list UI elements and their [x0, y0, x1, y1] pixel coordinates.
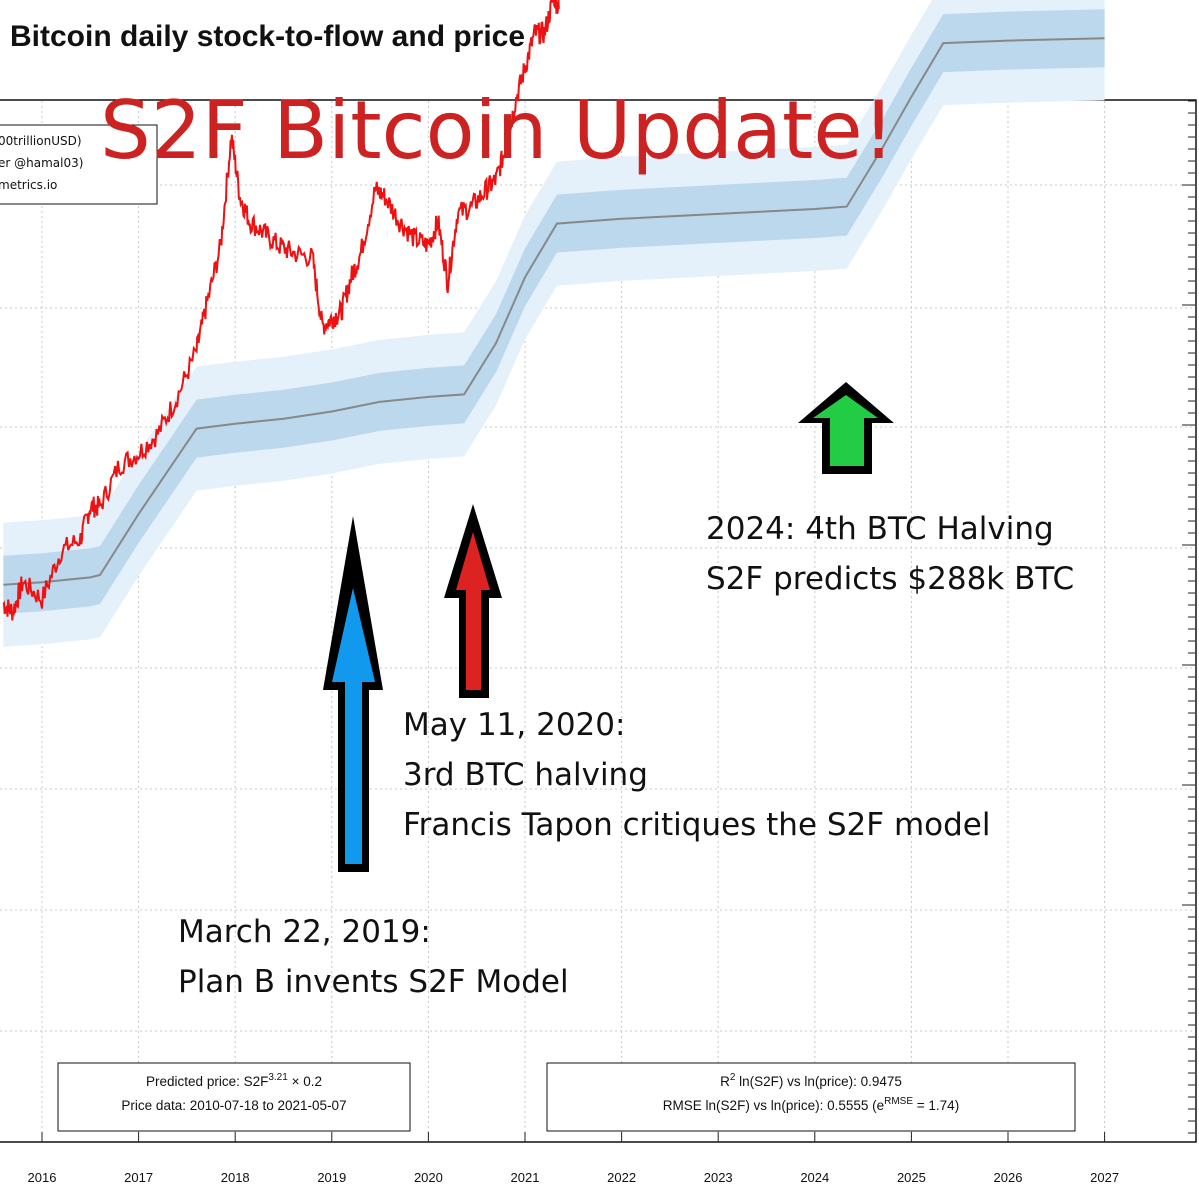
annotation-2019-line1: March 22, 2019:: [178, 914, 431, 950]
prediction-formula: Predicted price: S2F3.21 × 0.2: [146, 1072, 322, 1089]
annotation-2024-line1: 2024: 4th BTC Halving: [706, 511, 1054, 547]
x-tick-label: 2024: [800, 1170, 829, 1185]
annotation-2024-line2: S2F predicts $288k BTC: [706, 561, 1074, 597]
model-band-outer: [3, 0, 1105, 647]
x-tick-label: 2018: [221, 1170, 250, 1185]
model-series-line: [3, 37, 1105, 586]
annotation-2020-line3: Francis Tapon critiques the S2F model: [403, 807, 991, 843]
annotation-2020-line1: May 11, 2020:: [403, 707, 625, 743]
x-tick-label: 2025: [897, 1170, 926, 1185]
x-axis-ticks: 2016 2017 2018 2019 2020 2021 2022 2023 2024 2025…: [28, 1132, 1119, 1185]
x-tick-label: 2023: [704, 1170, 733, 1185]
prediction-info-box: Predicted price: S2F3.21 × 0.2 Price dat…: [57, 1062, 411, 1132]
y-axis-ticks: [1182, 100, 1195, 1134]
price-series-line: [2, 0, 560, 621]
x-tick-label: 2016: [28, 1170, 57, 1185]
x-tick-label: 2017: [124, 1170, 153, 1185]
annotation-2020-line2: 3rd BTC halving: [403, 757, 648, 793]
chart-title: Bitcoin daily stock-to-flow and price: [10, 20, 525, 53]
annotation-2019-line2: Plan B invents S2F Model: [178, 964, 569, 1000]
red-arrow-icon: [444, 504, 502, 698]
green-arrow-icon: [798, 382, 894, 474]
x-tick-label: 2021: [511, 1170, 540, 1185]
x-tick-label: 2022: [607, 1170, 636, 1185]
overlay-title: S2F Bitcoin Update!: [100, 84, 895, 177]
plot-frame: [0, 99, 1197, 1143]
legend-entry: er @hamal03): [0, 156, 83, 170]
price-data-range: Price data: 2010-07-18 to 2021-05-07: [121, 1098, 346, 1113]
x-tick-label: 2027: [1090, 1170, 1119, 1185]
x-tick-label: 2026: [994, 1170, 1023, 1185]
x-tick-label: 2020: [414, 1170, 443, 1185]
rmse-stat: RMSE ln(S2F) vs ln(price): 0.5555 (eRMSE…: [663, 1096, 959, 1113]
legend-entry: metrics.io: [0, 178, 57, 192]
legend: 00trillionUSD) er @hamal03) metrics.io: [0, 124, 158, 205]
blue-arrow-icon: [323, 516, 383, 872]
x-tick-label: 2019: [317, 1170, 346, 1185]
fit-stats-box: R2 ln(S2F) vs ln(price): 0.9475 RMSE ln(…: [546, 1062, 1076, 1132]
r-squared-stat: R2 ln(S2F) vs ln(price): 0.9475: [720, 1072, 902, 1089]
legend-entry: 00trillionUSD): [0, 134, 82, 148]
